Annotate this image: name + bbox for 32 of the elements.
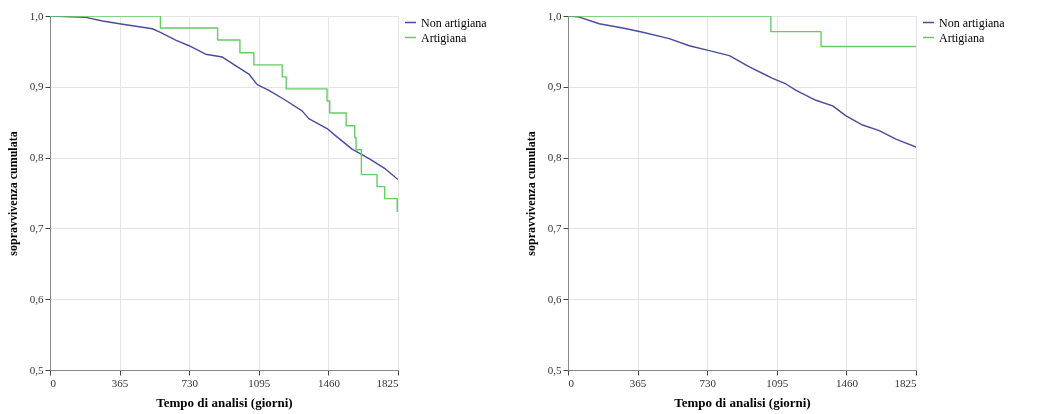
legend-label: Artigiana — [421, 30, 467, 45]
x-tick-label: 1460 — [317, 376, 341, 389]
y-tick-label: 0,8 — [29, 151, 44, 164]
legend-label: Non artigiana — [421, 15, 488, 30]
y-tick-label: 0,8 — [547, 151, 562, 164]
y-axis-title: sopravvivenza cumulata — [523, 131, 538, 256]
y-tick-label: 0,7 — [547, 221, 562, 234]
x-axis-title: Tempo di analisi (giorni) — [156, 394, 293, 410]
y-tick-label: 0,5 — [547, 363, 562, 376]
x-tick-label: 1095 — [766, 376, 789, 389]
y-tick-label: 0,6 — [547, 292, 562, 305]
y-axis-title: sopravvivenza cumulata — [5, 131, 20, 256]
y-tick-label: 1,0 — [29, 9, 44, 22]
x-tick-label: 730 — [699, 376, 717, 389]
legend-label: Non artigiana — [939, 15, 1006, 30]
x-tick-label: 365 — [111, 376, 129, 389]
y-tick-label: 0,6 — [29, 292, 44, 305]
x-axis-title: Tempo di analisi (giorni) — [674, 394, 811, 410]
x-tick-label: 1095 — [248, 376, 271, 389]
y-tick-label: 0,9 — [547, 80, 562, 93]
y-tick-label: 0,7 — [29, 221, 44, 234]
x-tick-label: 1825 — [894, 376, 917, 389]
x-tick-label: 1460 — [835, 376, 859, 389]
x-tick-label: 0 — [50, 376, 57, 389]
y-tick-label: 0,5 — [29, 363, 44, 376]
y-tick-label: 0,9 — [29, 80, 44, 93]
y-tick-label: 1,0 — [547, 9, 562, 22]
x-tick-label: 365 — [629, 376, 647, 389]
x-tick-label: 0 — [568, 376, 575, 389]
legend-label: Artigiana — [939, 30, 985, 45]
x-tick-label: 730 — [181, 376, 199, 389]
x-tick-label: 1825 — [376, 376, 399, 389]
